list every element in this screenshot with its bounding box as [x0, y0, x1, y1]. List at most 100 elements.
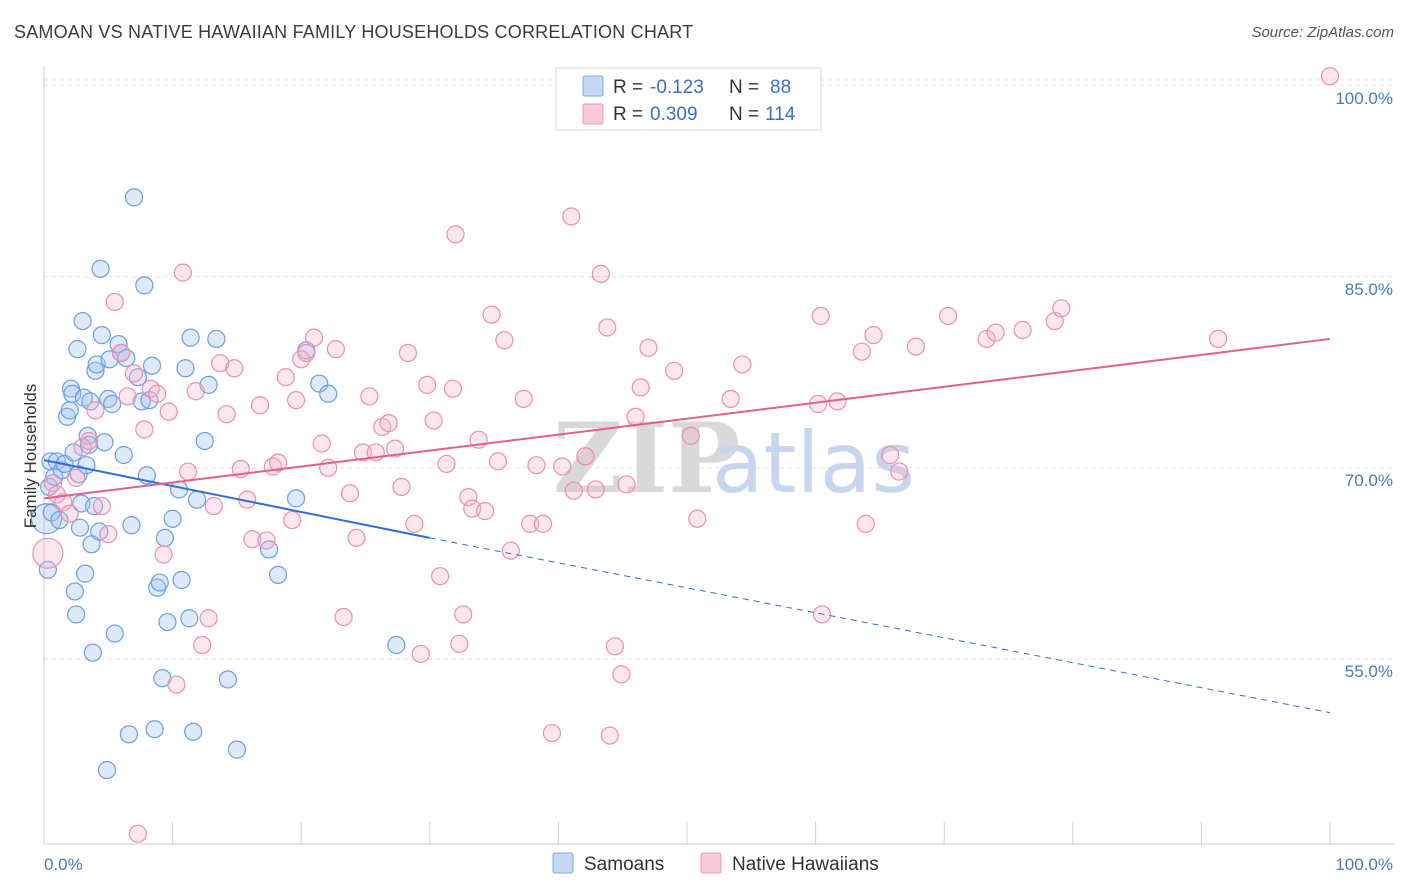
watermark: ZIP atlas: [553, 402, 915, 515]
point-native-hawaiians-38: [276, 368, 295, 387]
point-samoans-71: [207, 329, 226, 349]
legend-r-value-native-hawaiians: 0.309: [650, 104, 698, 125]
point-native-hawaiians-46: [326, 340, 346, 359]
point-native-hawaiians-43: [304, 328, 324, 347]
point-native-hawaiians-55: [385, 439, 405, 458]
point-samoans-46: [119, 725, 138, 744]
point-samoans-75: [268, 565, 288, 584]
point-samoans-54: [142, 356, 162, 375]
point-native-hawaiians-48: [340, 484, 360, 503]
point-native-hawaiians-4: [60, 504, 79, 523]
bottom-legend-label-native-hawaiians: Native Hawaiians: [732, 854, 879, 875]
point-native-hawaiians-1: [43, 473, 63, 493]
point-native-hawaiians-7: [79, 431, 99, 451]
point-native-hawaiians-117: [1320, 67, 1340, 86]
y-tick-label-85: 85.0%: [1345, 280, 1393, 299]
point-native-hawaiians-20: [159, 402, 178, 421]
point-samoans-63: [172, 570, 191, 590]
point-native-hawaiians-113: [1013, 320, 1032, 340]
point-native-hawaiians-72: [482, 305, 501, 324]
watermark-zip-text: ZIP: [553, 402, 740, 515]
top-legend: R = -0.123 N = 88 R = 0.309 N = 114: [555, 67, 822, 131]
chart-title: SAMOAN VS NATIVE HAWAIIAN FAMILY HOUSEHO…: [14, 22, 694, 42]
bottom-legend: Samoans Native Hawaiians: [552, 852, 879, 875]
point-native-hawaiians-89: [605, 637, 625, 656]
point-native-hawaiians-75: [501, 541, 520, 560]
point-native-hawaiians-16: [135, 420, 154, 439]
point-samoans-19: [70, 518, 90, 537]
point-samoans-80: [387, 635, 406, 655]
point-native-hawaiians-107: [881, 445, 900, 465]
point-samoans-37: [97, 760, 117, 780]
y-tick-label-100: 100.0%: [1335, 89, 1393, 108]
point-native-hawaiians-92: [626, 407, 645, 426]
legend-n-value-native-hawaiians: 114: [765, 104, 796, 125]
point-native-hawaiians-50: [353, 443, 373, 462]
y-tick-label-55: 55.0%: [1345, 662, 1393, 681]
point-native-hawaiians-10: [99, 524, 118, 544]
point-native-hawaiians-111: [977, 329, 996, 349]
point-native-hawaiians-96: [681, 426, 700, 445]
point-native-hawaiians-84: [576, 447, 595, 466]
x-tick-label-0: 0.0%: [44, 855, 83, 874]
point-native-hawaiians-21: [167, 675, 186, 694]
point-native-hawaiians-57: [398, 343, 418, 363]
point-samoans-51: [135, 276, 154, 295]
point-samoans-13: [63, 384, 82, 403]
point-samoans-55: [145, 720, 164, 739]
point-native-hawaiians-82: [562, 207, 581, 226]
point-native-hawaiians-23: [178, 462, 198, 481]
point-native-hawaiians-33: [243, 530, 262, 549]
point-native-hawaiians-85: [586, 480, 605, 499]
point-samoans-41: [105, 624, 124, 643]
point-native-hawaiians-83: [564, 481, 583, 500]
point-samoans-57: [150, 573, 169, 592]
point-samoans-61: [163, 509, 182, 528]
legend-swatch-samoans: [582, 75, 604, 97]
point-native-hawaiians-74: [495, 331, 514, 350]
point-native-hawaiians-49: [347, 528, 366, 548]
point-native-hawaiians-76: [514, 389, 533, 408]
point-samoans-21: [73, 311, 92, 331]
point-samoans-11: [60, 401, 79, 420]
point-samoans-14: [64, 443, 83, 462]
point-samoans-15: [65, 582, 84, 601]
point-native-hawaiians-108: [890, 462, 909, 481]
point-samoans-68: [187, 490, 207, 509]
point-native-hawaiians-61: [424, 411, 443, 430]
point-samoans-31: [86, 361, 105, 380]
point-native-hawaiians-99: [733, 355, 752, 374]
point-native-hawaiians-71: [475, 502, 495, 521]
point-samoans-36: [95, 433, 114, 452]
point-native-hawaiians-101: [811, 306, 830, 326]
point-native-hawaiians-19: [154, 545, 173, 564]
point-native-hawaiians-86: [591, 264, 610, 283]
y-tick-label-70: 70.0%: [1345, 471, 1393, 490]
legend-n-value-samoans: 88: [770, 77, 791, 98]
point-native-hawaiians-97: [688, 509, 707, 528]
point-native-hawaiians-63: [437, 454, 456, 474]
point-native-hawaiians-47: [334, 607, 353, 627]
point-samoans-16: [67, 605, 86, 624]
trendline-samoans-extension: [429, 537, 1331, 714]
point-native-hawaiians-58: [405, 514, 424, 533]
point-samoans-47: [122, 516, 141, 535]
x-tick-label-1: 100.0%: [1335, 855, 1393, 874]
point-native-hawaiians-104: [852, 342, 871, 361]
point-native-hawaiians-22: [173, 263, 192, 282]
point-samoans-79: [319, 384, 338, 403]
point-samoans-73: [227, 740, 246, 759]
point-native-hawaiians-54: [379, 414, 398, 433]
legend-swatch-native-hawaiians: [582, 103, 604, 125]
point-samoans-67: [184, 722, 203, 741]
trend-layer: [43, 337, 1331, 714]
point-native-hawaiians-115: [1052, 299, 1071, 318]
point-native-hawaiians-93: [631, 378, 650, 397]
bottom-legend-swatch-samoans: [552, 852, 574, 874]
chart-source: Source: ZipAtlas.com: [1251, 24, 1394, 41]
point-native-hawaiians-67: [454, 605, 473, 624]
point-native-hawaiians-9: [92, 496, 111, 516]
point-samoans-69: [195, 431, 214, 451]
point-native-hawaiians-90: [612, 665, 631, 684]
